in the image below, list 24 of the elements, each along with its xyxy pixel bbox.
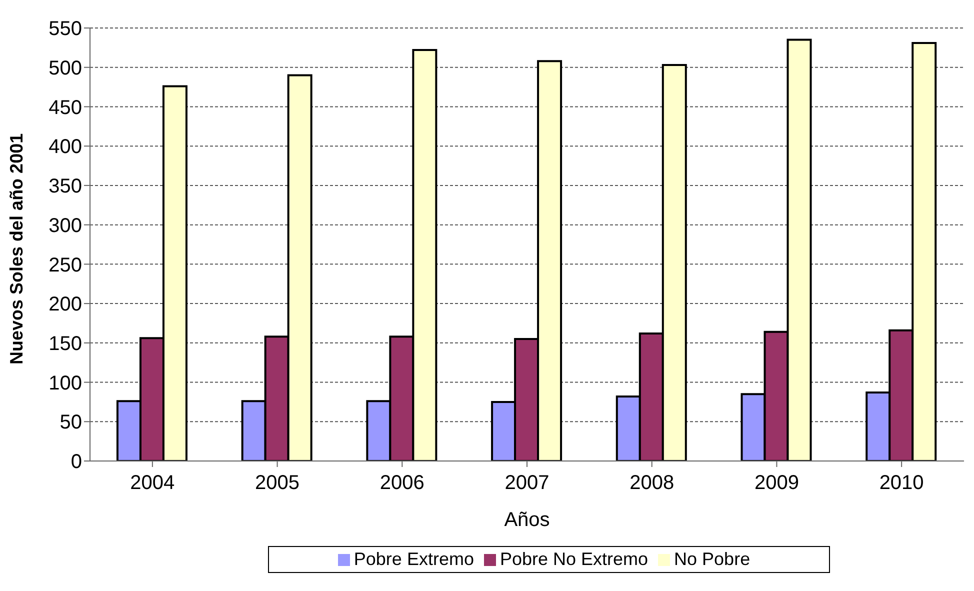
x-tick-label: 2006 (380, 472, 424, 494)
x-tick-label: 2010 (879, 472, 924, 494)
x-tick-label: 2009 (754, 472, 799, 494)
legend-label: Pobre No Extremo (500, 549, 648, 569)
y-tick-label: 50 (60, 412, 82, 434)
y-tick-label: 0 (70, 451, 82, 474)
y-tick-label: 550 (48, 18, 82, 40)
y-tick-label: 500 (48, 57, 82, 80)
y-tick-label: 400 (48, 136, 82, 158)
x-tick-label: 2004 (130, 472, 175, 494)
y-axis-title: Nuevos Soles del año 2001 (6, 133, 26, 364)
y-tick-label: 350 (48, 176, 82, 198)
x-tick-label: 2005 (255, 472, 300, 494)
y-tick-label: 100 (48, 372, 82, 394)
y-tick-label: 150 (48, 333, 82, 356)
y-tick-label: 450 (48, 96, 82, 119)
x-axis-title: Años (504, 509, 550, 531)
y-tick-label: 200 (48, 294, 82, 316)
y-tick-label: 250 (48, 254, 82, 276)
y-tick-label: 300 (48, 214, 82, 237)
legend-label: Pobre Extremo (354, 549, 474, 569)
x-tick-label: 2007 (504, 472, 550, 494)
legend-label: No Pobre (674, 549, 750, 569)
x-tick-label: 2008 (630, 472, 674, 494)
